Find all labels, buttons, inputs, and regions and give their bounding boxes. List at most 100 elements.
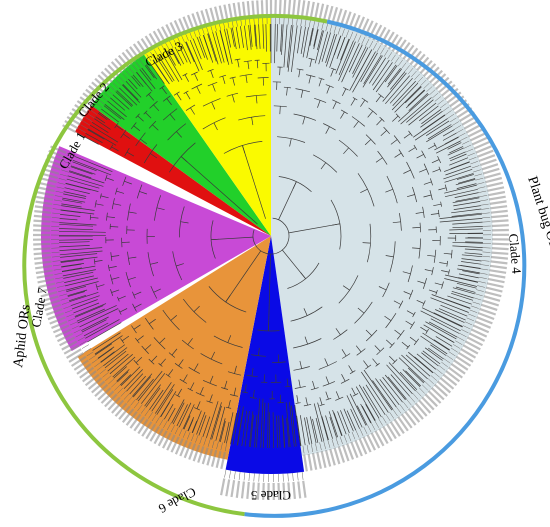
leaf-label xyxy=(491,253,508,254)
leaf-label xyxy=(192,14,197,28)
plant-bug-label: Plant bug ORs xyxy=(524,175,550,257)
leaf-label xyxy=(490,206,507,208)
leaf-label xyxy=(257,0,258,15)
leaf-label xyxy=(409,409,420,422)
leaf-tick xyxy=(82,345,89,349)
leaf-label xyxy=(206,9,210,24)
leaf-tick xyxy=(254,473,255,481)
leaf-label xyxy=(485,292,502,296)
leaf-label xyxy=(492,244,509,245)
leaf-label xyxy=(446,371,459,381)
leaf-label xyxy=(34,253,51,254)
leaf-label xyxy=(319,4,323,21)
leaf-label xyxy=(419,400,430,413)
leaf-label xyxy=(303,481,305,498)
leaf-tick xyxy=(302,472,303,480)
leaf-label xyxy=(489,270,506,273)
leaf-label xyxy=(485,178,502,182)
leaf-label xyxy=(293,0,295,16)
leaf-label xyxy=(322,451,326,468)
leaf-label xyxy=(416,403,427,416)
leaf-label xyxy=(425,394,437,406)
leaf-label xyxy=(243,2,245,17)
leaf-label xyxy=(313,453,316,470)
branch-spoke xyxy=(280,106,281,114)
branch-spoke xyxy=(110,227,118,228)
leaf-label xyxy=(33,225,50,226)
leaf-label xyxy=(298,0,300,17)
leaf-label xyxy=(486,288,503,292)
leaf-label xyxy=(289,0,290,16)
leaf-tick xyxy=(288,473,289,481)
leaf-tick xyxy=(244,473,245,481)
leaf-label xyxy=(262,0,263,15)
leaf-label xyxy=(315,3,318,20)
leaf-label xyxy=(34,221,51,222)
leaf-label xyxy=(490,266,507,268)
leaf-label xyxy=(298,482,300,499)
leaf-label xyxy=(432,388,444,400)
branch-spoke xyxy=(412,227,420,228)
leaf-label xyxy=(443,375,456,386)
leaf-label xyxy=(215,7,219,22)
leaf-label xyxy=(248,1,249,16)
leaf-label xyxy=(438,381,451,392)
leaf-label xyxy=(488,279,505,282)
leaf-label xyxy=(33,244,50,245)
leaf-label xyxy=(34,216,51,217)
leaf-label xyxy=(326,450,330,466)
leaf-tick xyxy=(249,473,250,481)
branch-spoke xyxy=(278,355,279,363)
leaf-label xyxy=(489,197,506,200)
clade-wedges xyxy=(41,14,493,474)
leaf-label xyxy=(330,449,335,465)
leaf-label xyxy=(491,257,508,259)
leaf-label xyxy=(237,481,239,498)
leaf-label xyxy=(234,3,236,18)
leaf-label xyxy=(221,479,224,496)
leaf-tick xyxy=(234,471,235,479)
leaf-label xyxy=(487,187,504,191)
leaf-label xyxy=(335,448,340,464)
leaf-label xyxy=(238,2,240,17)
clade4-wedge xyxy=(271,14,493,456)
leaf-label xyxy=(488,192,505,195)
leaf-label xyxy=(440,378,453,389)
leaf-label xyxy=(492,225,509,226)
branch-spoke xyxy=(211,239,219,240)
leaf-label xyxy=(247,482,249,499)
leaf-label xyxy=(201,11,205,25)
branch-spoke xyxy=(363,243,371,244)
leaf-label xyxy=(253,1,254,16)
leaf-label xyxy=(435,385,448,396)
leaf-tick xyxy=(239,472,240,480)
leaf-label xyxy=(491,211,508,213)
aphid-label: Aphid ORs xyxy=(11,304,34,369)
leaf-label xyxy=(429,391,441,403)
leaf-label xyxy=(412,406,423,419)
leaf-label xyxy=(491,261,508,263)
leaf-label xyxy=(482,164,498,169)
leaf-label xyxy=(484,296,500,301)
leaf-label xyxy=(226,479,229,496)
leaf-tick xyxy=(297,473,298,481)
leaf-label xyxy=(284,0,285,15)
leaf-label xyxy=(492,248,509,249)
leaf-label xyxy=(242,482,244,499)
leaf-label xyxy=(280,0,281,15)
leaf-label xyxy=(302,0,304,17)
leaf-label xyxy=(482,300,498,305)
clade5-label: Clade 5 xyxy=(251,488,291,503)
leaf-label xyxy=(483,169,499,174)
leaf-label xyxy=(220,6,223,21)
leaf-label xyxy=(232,480,235,497)
leaf-label xyxy=(491,216,508,217)
leaf-label xyxy=(484,173,500,178)
leaf-label xyxy=(33,248,50,249)
leaf-label xyxy=(306,1,309,18)
leaf-tick xyxy=(293,473,294,481)
leaf-label xyxy=(486,183,503,187)
leaf-label xyxy=(489,275,506,278)
